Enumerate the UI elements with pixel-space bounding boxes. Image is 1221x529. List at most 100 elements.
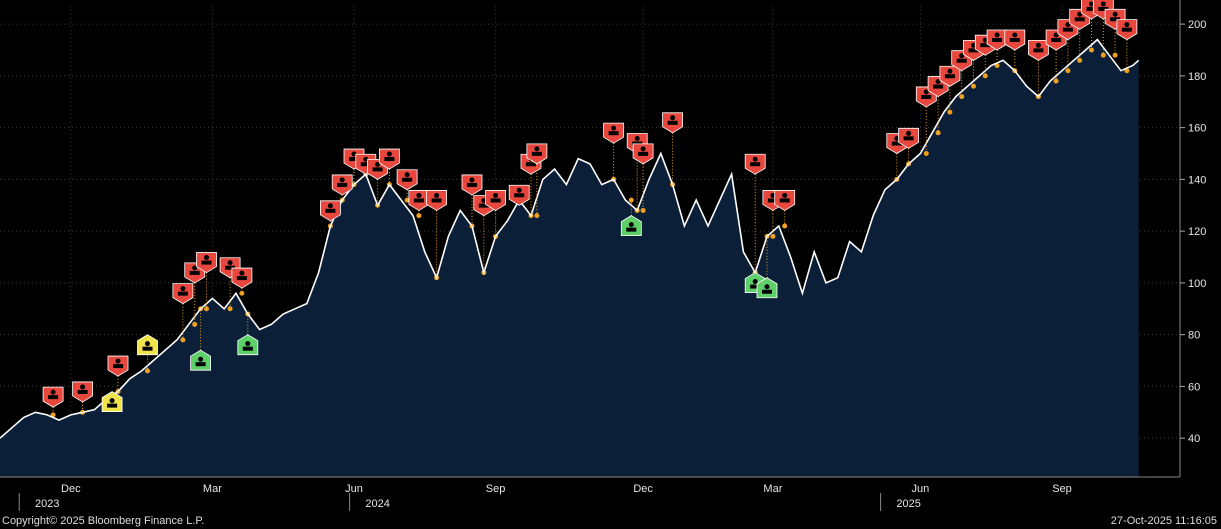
person-body-icon: [956, 58, 967, 63]
person-body-icon: [77, 389, 88, 394]
sell-marker[interactable]: [231, 267, 253, 289]
highlight-dot: [192, 321, 198, 327]
person-body-icon: [360, 162, 371, 167]
sell-marker[interactable]: [72, 381, 93, 403]
person-body-icon: [142, 346, 153, 351]
person-head-icon: [947, 68, 953, 74]
sell-marker[interactable]: [42, 386, 64, 408]
person-head-icon: [416, 192, 422, 198]
person-head-icon: [50, 389, 56, 395]
sell-marker[interactable]: [408, 190, 430, 211]
person-body-icon: [980, 43, 991, 48]
buy-marker[interactable]: [756, 277, 778, 299]
sell-marker[interactable]: [196, 252, 217, 274]
sell-marker[interactable]: [331, 174, 353, 196]
person-body-icon: [750, 284, 761, 289]
person-head-icon: [469, 177, 475, 183]
person-body-icon: [526, 162, 536, 167]
sell-marker[interactable]: [526, 143, 548, 165]
person-head-icon: [198, 356, 204, 362]
person-body-icon: [242, 346, 253, 351]
person-body-icon: [1086, 6, 1097, 11]
y-tick-label: 60: [1188, 381, 1200, 393]
person-body-icon: [608, 131, 619, 136]
person-body-icon: [349, 157, 359, 162]
person-head-icon: [1124, 22, 1130, 28]
sell-marker[interactable]: [107, 355, 129, 377]
person-head-icon: [1012, 32, 1018, 38]
sell-marker[interactable]: [632, 143, 654, 165]
sell-marker[interactable]: [508, 184, 530, 206]
price-line: [0, 38, 1140, 439]
person-body-icon: [1062, 27, 1073, 32]
person-head-icon: [906, 130, 912, 136]
person-head-icon: [481, 198, 487, 204]
highlight-dot: [959, 94, 965, 100]
person-head-icon: [782, 192, 788, 198]
person-body-icon: [514, 193, 525, 198]
highlight-dot: [1112, 52, 1118, 58]
sell-marker[interactable]: [485, 190, 507, 211]
sell-marker[interactable]: [319, 200, 341, 222]
sell-marker[interactable]: [986, 29, 1008, 51]
sell-marker[interactable]: [744, 153, 766, 175]
trade-markers: [42, 0, 1138, 415]
highlight-dot: [1065, 68, 1071, 74]
person-head-icon: [239, 270, 245, 276]
sell-marker[interactable]: [172, 283, 194, 305]
sell-marker[interactable]: [1116, 19, 1138, 41]
year-label: 2024: [365, 498, 389, 510]
sell-marker[interactable]: [939, 65, 961, 87]
person-body-icon: [195, 362, 206, 367]
neutral-marker[interactable]: [101, 391, 123, 412]
person-body-icon: [325, 208, 336, 213]
person-head-icon: [339, 177, 345, 183]
person-head-icon: [1053, 32, 1059, 38]
person-head-icon: [1077, 11, 1083, 17]
y-axis: 40 60 80 100 120 140 160 180 200: [1179, 0, 1206, 477]
highlight-dot: [227, 306, 233, 312]
person-head-icon: [628, 222, 634, 228]
sell-marker[interactable]: [378, 148, 400, 170]
sell-marker[interactable]: [461, 174, 483, 196]
buy-marker[interactable]: [620, 215, 642, 237]
sell-marker[interactable]: [396, 169, 418, 191]
person-head-icon: [935, 79, 941, 85]
person-head-icon: [115, 358, 121, 364]
highlight-dot: [982, 73, 988, 79]
highlight-dot: [239, 290, 245, 296]
sell-marker[interactable]: [603, 122, 624, 144]
person-body-icon: [413, 198, 424, 203]
x-axis: Dec Mar Jun Sep Dec Mar Jun Sep 2023 2024 2025: [0, 476, 1180, 511]
person-body-icon: [431, 198, 442, 203]
timestamp-text: 27-Oct-2025 11:16:05: [1110, 515, 1217, 527]
sell-marker[interactable]: [898, 127, 919, 149]
person-body-icon: [1074, 17, 1085, 22]
highlight-dot: [770, 233, 776, 239]
person-body-icon: [1110, 17, 1121, 22]
sell-marker[interactable]: [1028, 39, 1049, 61]
person-head-icon: [764, 284, 770, 290]
person-head-icon: [375, 161, 381, 167]
x-tick-label: Sep: [1052, 483, 1072, 495]
person-head-icon: [363, 156, 369, 162]
highlight-dot: [947, 109, 953, 115]
highlight-dots: [50, 47, 1130, 418]
sell-marker[interactable]: [662, 112, 683, 134]
person-head-icon: [192, 265, 198, 271]
buy-marker[interactable]: [190, 349, 212, 371]
person-head-icon: [109, 398, 115, 404]
sell-marker[interactable]: [774, 190, 796, 211]
sell-marker[interactable]: [1004, 29, 1026, 51]
person-body-icon: [762, 289, 772, 294]
x-tick-label: Mar: [763, 483, 782, 495]
person-head-icon: [994, 32, 1000, 38]
person-body-icon: [372, 167, 383, 172]
sell-marker[interactable]: [426, 190, 448, 211]
person-body-icon: [968, 48, 979, 53]
buy-marker[interactable]: [237, 334, 259, 356]
person-body-icon: [667, 120, 678, 125]
y-tick-label: 100: [1188, 278, 1206, 290]
neutral-marker[interactable]: [137, 334, 158, 356]
y-tick-label: 180: [1188, 71, 1206, 83]
